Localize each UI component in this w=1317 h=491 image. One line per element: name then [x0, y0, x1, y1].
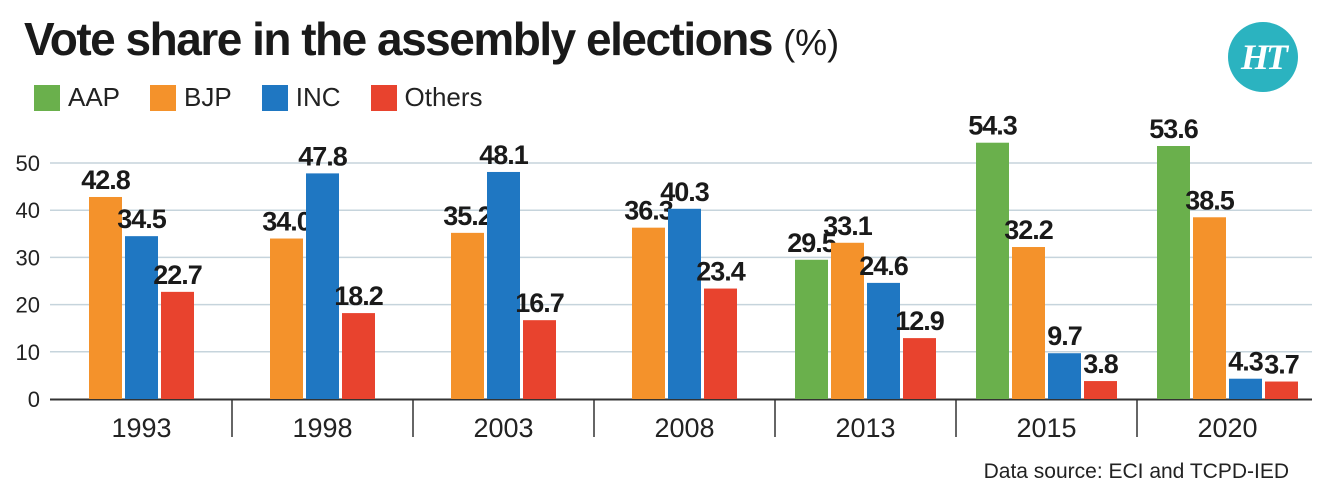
legend-swatch — [370, 84, 397, 111]
bar-bjp-1998 — [270, 238, 303, 399]
data-source: Data source: ECI and TCPD-IED — [983, 460, 1289, 483]
bar-others-2008 — [704, 288, 737, 399]
y-tick-label: 10 — [16, 340, 40, 365]
data-label: 35.2 — [443, 201, 492, 231]
bar-bjp-2003 — [451, 232, 484, 399]
y-tick-label: 30 — [16, 245, 40, 270]
data-label: 38.5 — [1185, 185, 1235, 215]
chart-title: Vote share in the assembly elections (%) — [24, 12, 839, 66]
x-tick-label-1993: 1993 — [111, 413, 171, 443]
bar-chart: 0 10 20 30 40 50 42.8 34.5 22.7 1993 34.0 47.8 18.2 1… — [16, 111, 1312, 443]
bar-others-2013 — [903, 338, 936, 399]
legend-item-aap: AAP — [34, 82, 120, 113]
legend-swatch — [150, 84, 177, 111]
bar-inc-2008 — [668, 208, 701, 399]
bar-others-2003 — [523, 320, 556, 399]
bar-inc-1998 — [306, 173, 339, 399]
data-label: 47.8 — [298, 141, 348, 171]
data-label: 33.1 — [823, 211, 873, 241]
data-label: 23.4 — [696, 257, 746, 287]
bar-aap-2015 — [976, 142, 1009, 400]
data-label: 32.2 — [1004, 215, 1053, 245]
bar-others-2015 — [1084, 381, 1117, 399]
data-label: 34.0 — [262, 207, 311, 237]
bar-bjp-2008 — [632, 227, 665, 399]
bar-bjp-1993 — [89, 196, 122, 399]
data-label: 12.9 — [895, 306, 945, 336]
bar-bjp-2015 — [1012, 247, 1045, 399]
bar-inc-2003 — [487, 171, 520, 399]
data-label: 9.7 — [1047, 321, 1082, 351]
data-label: 3.7 — [1264, 350, 1299, 380]
legend-item-inc: INC — [261, 82, 341, 113]
bar-aap-2013 — [795, 259, 828, 399]
bar-bjp-2020 — [1193, 217, 1226, 399]
bar-bjp-2013 — [831, 242, 864, 399]
data-label: 18.2 — [334, 281, 383, 311]
bar-aap-2020 — [1157, 146, 1190, 399]
data-label: 48.1 — [479, 140, 529, 170]
data-label: 22.7 — [153, 260, 202, 290]
bar-others-1993 — [161, 291, 194, 399]
bar-others-2020 — [1265, 381, 1298, 399]
legend-label: Others — [404, 82, 483, 112]
data-label: 3.8 — [1083, 349, 1119, 379]
legend-item-others: Others — [370, 82, 483, 113]
data-label: 53.6 — [1149, 114, 1199, 144]
legend: AAP BJP INC Others — [34, 82, 513, 113]
title-unit: (%) — [783, 22, 840, 63]
bar-others-1998 — [342, 313, 375, 399]
x-tick-label-2003: 2003 — [473, 413, 533, 443]
bar-inc-2015 — [1048, 353, 1081, 399]
data-label: 4.3 — [1228, 347, 1264, 377]
legend-swatch — [34, 84, 60, 111]
data-label: 34.5 — [117, 204, 167, 234]
legend-label: INC — [295, 82, 341, 112]
y-tick-label: 40 — [16, 198, 40, 223]
x-tick-label-2008: 2008 — [654, 413, 714, 443]
bar-inc-1993 — [125, 236, 158, 399]
legend-swatch — [261, 84, 288, 111]
legend-label: AAP — [68, 82, 121, 112]
y-tick-label: 50 — [16, 151, 40, 176]
data-label: 29.5 — [787, 228, 837, 258]
legend-label: BJP — [184, 82, 232, 112]
x-tick-label-2020: 2020 — [1197, 413, 1257, 443]
title-text: Vote share in the assembly elections — [24, 13, 773, 65]
y-tick-label: 20 — [16, 293, 40, 318]
legend-item-bjp: BJP — [150, 82, 232, 113]
x-tick-label-2015: 2015 — [1016, 413, 1076, 443]
data-label: 40.3 — [660, 177, 710, 207]
x-tick-label-2013: 2013 — [835, 413, 895, 443]
data-label: 42.8 — [81, 165, 131, 195]
x-tick-label-1998: 1998 — [292, 413, 352, 443]
data-label: 36.3 — [624, 196, 674, 226]
bar-inc-2013 — [867, 282, 900, 399]
data-label: 54.3 — [968, 111, 1018, 141]
bar-inc-2020 — [1229, 378, 1262, 399]
data-label: 24.6 — [859, 251, 909, 281]
data-label: 16.7 — [515, 288, 564, 318]
y-tick-label: 0 — [28, 387, 40, 412]
ht-logo: HT — [1228, 22, 1298, 92]
